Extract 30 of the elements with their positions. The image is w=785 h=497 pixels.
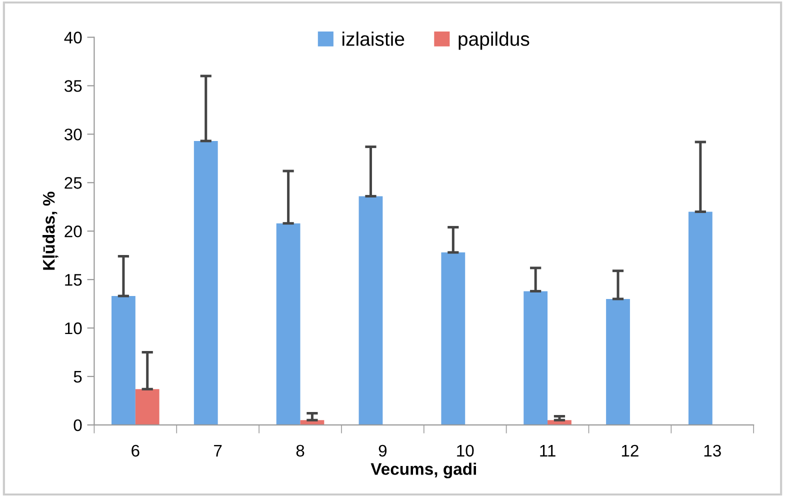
- bar: [524, 291, 548, 425]
- y-tick-label: 20: [64, 226, 82, 238]
- x-tick-label: 10: [457, 444, 474, 457]
- y-tick-label: 15: [65, 274, 82, 286]
- legend-label: papildus: [458, 32, 530, 50]
- y-tick-label: 40: [64, 32, 82, 44]
- bar: [358, 196, 383, 425]
- bar: [112, 296, 136, 425]
- x-axis-title: Vecums, gadi: [370, 462, 476, 478]
- x-tick-label: 13: [704, 444, 721, 457]
- bar: [276, 223, 300, 425]
- x-tick-label: 7: [214, 444, 222, 456]
- bar: [194, 140, 218, 425]
- y-tick-label: 10: [65, 322, 82, 334]
- x-tick-label: 9: [378, 444, 387, 457]
- bar: [606, 298, 630, 425]
- x-tick-label: 8: [296, 444, 304, 457]
- y-tick-label: 5: [74, 371, 82, 383]
- y-tick-label: 25: [64, 177, 82, 189]
- bar: [135, 389, 160, 425]
- y-tick-label: 0: [74, 419, 82, 432]
- y-axis-title: Kļūdas, %: [42, 192, 58, 270]
- y-tick-label: 30: [64, 128, 82, 140]
- bar: [688, 212, 712, 425]
- x-tick-label: 6: [132, 444, 140, 457]
- x-tick-label: 12: [622, 444, 638, 456]
- y-tick-label: 35: [64, 80, 82, 92]
- x-tick-label: 11: [540, 444, 556, 456]
- bar: [441, 252, 466, 425]
- legend-label: izlaistie: [342, 32, 404, 46]
